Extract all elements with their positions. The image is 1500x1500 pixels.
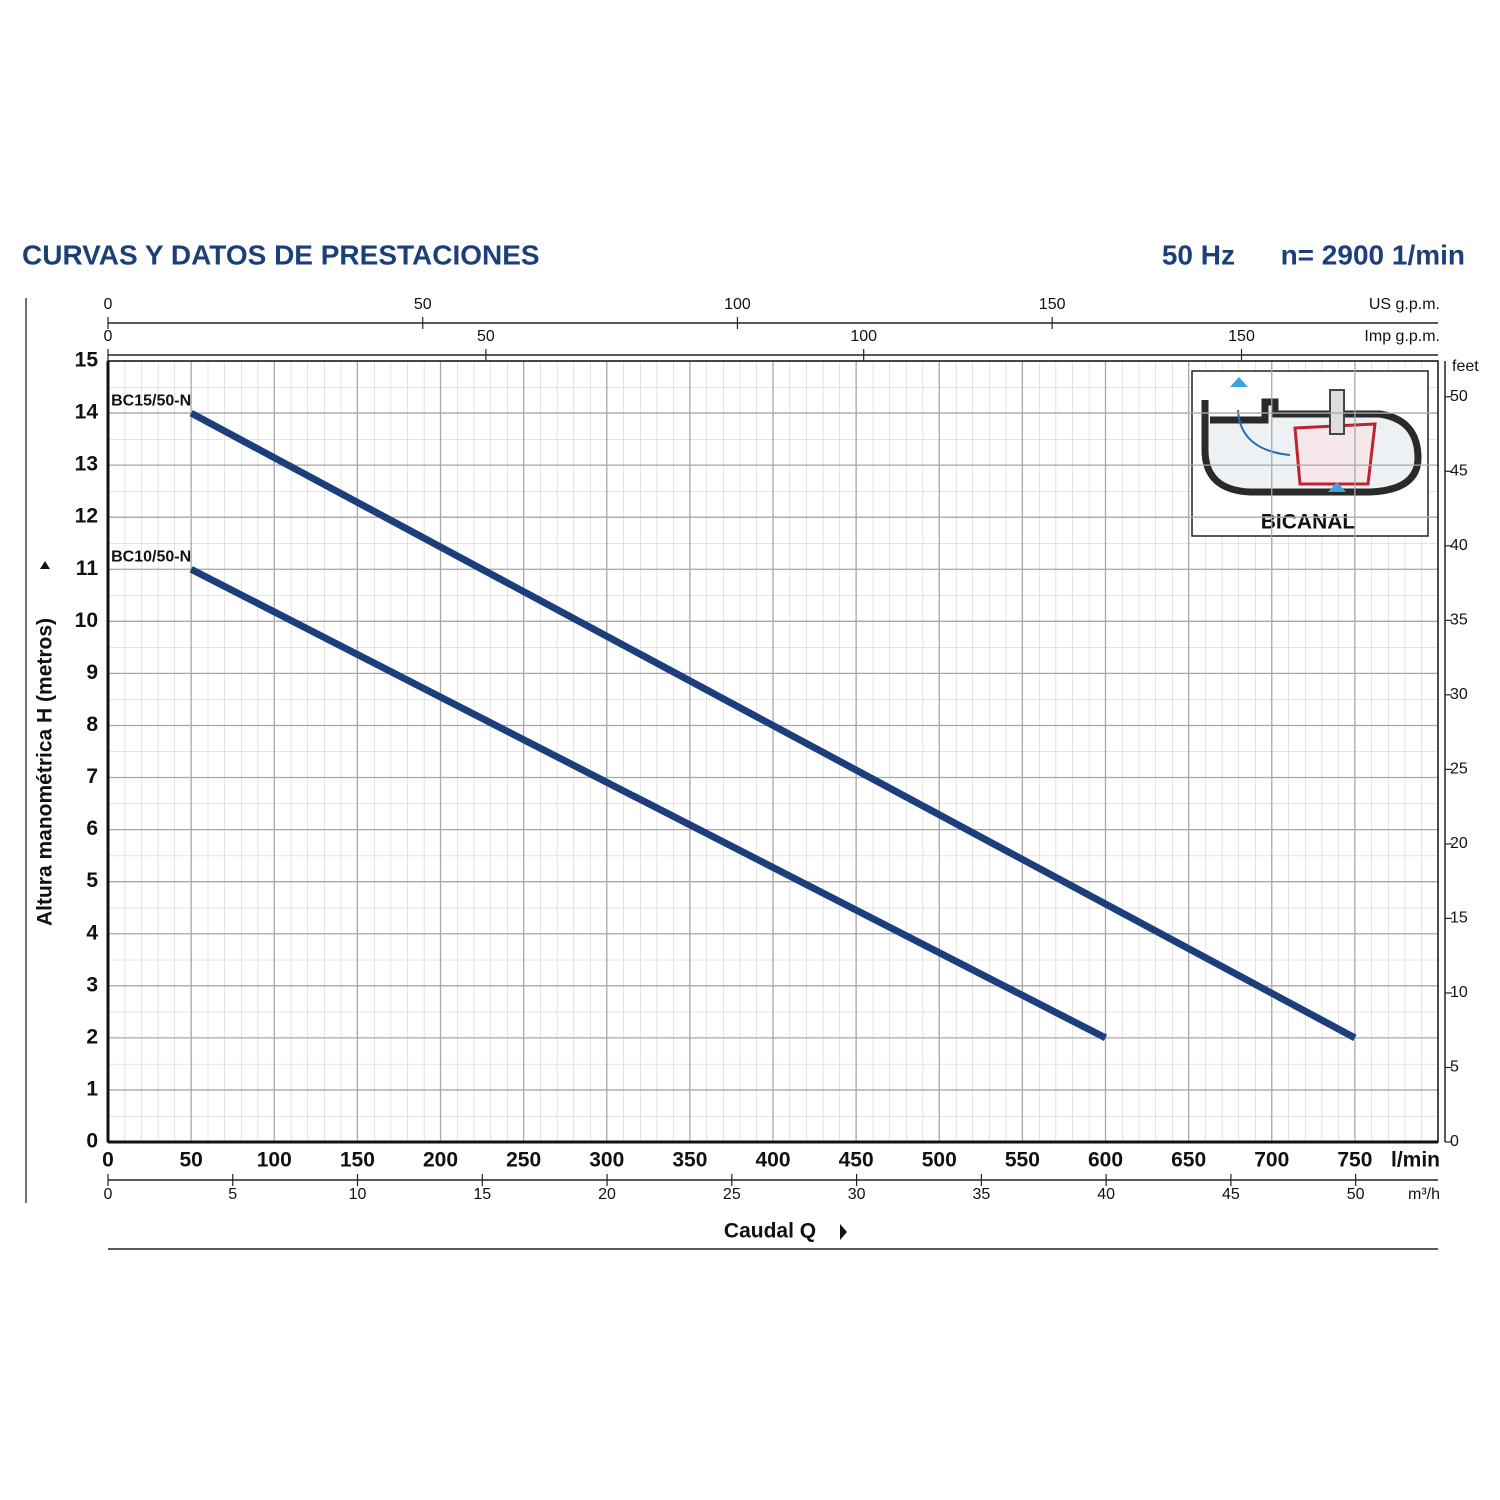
inset: BICANAL	[1191, 370, 1429, 537]
x-tick-label: 450	[839, 1149, 874, 1172]
frequency: 50 Hz	[1162, 239, 1235, 270]
y-tick-label: 1	[86, 1077, 98, 1100]
series-line	[189, 566, 1108, 1041]
x-tick-label: 350	[672, 1149, 707, 1172]
secondary-tick-label: 15	[1450, 910, 1468, 927]
secondary-tick-label: 10	[1450, 984, 1468, 1001]
y-tick-label: 10	[75, 609, 98, 632]
secondary-tick-label: 50	[1347, 1186, 1365, 1203]
x-tick-label: 400	[755, 1149, 790, 1172]
inset-arrow	[1230, 377, 1248, 387]
secondary-tick-label: 0	[1450, 1133, 1459, 1150]
secondary-tick-label: 150	[1228, 328, 1255, 345]
x-tick-label: 500	[922, 1149, 957, 1172]
inset-arrow	[1328, 482, 1346, 492]
y-tick-label: 14	[75, 401, 99, 424]
x-tick-label: 300	[589, 1149, 624, 1172]
x-unit: l/min	[1391, 1149, 1440, 1172]
secondary-tick-label: 0	[104, 1186, 113, 1203]
x-tick-label: 50	[179, 1149, 202, 1172]
secondary-tick-label: 35	[972, 1186, 990, 1203]
secondary-tick-label: 40	[1097, 1186, 1115, 1203]
y-tick-label: 2	[86, 1025, 98, 1048]
chart-title: CURVAS Y DATOS DE PRESTACIONES	[22, 239, 540, 270]
series-label: BC10/50-N	[111, 548, 191, 565]
secondary-tick-label: 40	[1450, 537, 1468, 554]
x-tick-label: 600	[1088, 1149, 1123, 1172]
x-tick-label: 250	[506, 1149, 541, 1172]
y-tick-label: 8	[86, 713, 98, 736]
secondary-tick-label: 0	[104, 328, 113, 345]
secondary-tick-label: 20	[1450, 835, 1468, 852]
axis-arrow	[40, 561, 50, 569]
y-tick-label: 5	[86, 869, 98, 892]
secondary-unit: feet	[1452, 358, 1479, 375]
secondary-unit: US g.p.m.	[1369, 296, 1440, 313]
y-axis-label: Altura manométrica H (metros)	[34, 618, 57, 926]
secondary-tick-label: 10	[349, 1186, 367, 1203]
secondary-tick-label: 5	[1450, 1059, 1459, 1076]
y-tick-label: 12	[75, 505, 98, 528]
series-label: BC15/50-N	[111, 392, 191, 409]
secondary-tick-label: 0	[104, 296, 113, 313]
secondary-tick-label: 25	[1450, 761, 1468, 778]
series-line	[189, 409, 1357, 1041]
y-tick-label: 13	[75, 453, 98, 476]
secondary-tick-label: 45	[1222, 1186, 1240, 1203]
x-tick-label: 700	[1254, 1149, 1289, 1172]
x-tick-label: 650	[1171, 1149, 1206, 1172]
secondary-tick-label: 5	[228, 1186, 237, 1203]
y-tick-label: 4	[86, 921, 98, 944]
secondary-tick-label: 100	[850, 328, 877, 345]
secondary-tick-label: 35	[1450, 612, 1468, 629]
x-tick-label: 150	[340, 1149, 375, 1172]
x-axis-label: Caudal Q	[724, 1220, 816, 1243]
x-tick-label: 750	[1337, 1149, 1372, 1172]
y-tick-label: 3	[86, 973, 98, 996]
y-tick-label: 11	[76, 557, 99, 580]
secondary-tick-label: 150	[1039, 296, 1066, 313]
y-tick-label: 15	[75, 349, 99, 372]
secondary-tick-label: 45	[1450, 463, 1468, 480]
secondary-tick-label: 20	[598, 1186, 616, 1203]
secondary-tick-label: 25	[723, 1186, 741, 1203]
secondary-unit: m³/h	[1408, 1186, 1440, 1203]
inset-label: BICANAL	[1261, 511, 1356, 534]
x-tick-label: 0	[102, 1149, 114, 1172]
secondary-unit: Imp g.p.m.	[1364, 328, 1440, 345]
inset-shaft	[1329, 389, 1345, 435]
speed: n= 2900 1/min	[1281, 239, 1465, 270]
secondary-tick-label: 30	[848, 1186, 866, 1203]
y-tick-label: 7	[86, 765, 98, 788]
secondary-tick-label: 50	[414, 296, 432, 313]
y-tick-label: 6	[86, 817, 98, 840]
secondary-tick-label: 15	[473, 1186, 491, 1203]
x-tick-label: 550	[1005, 1149, 1040, 1172]
x-tick-label: 100	[257, 1149, 292, 1172]
y-tick-label: 0	[86, 1130, 98, 1153]
inset-flow	[1237, 409, 1291, 456]
secondary-tick-label: 30	[1450, 686, 1468, 703]
secondary-tick-label: 100	[724, 296, 751, 313]
x-tick-label: 200	[423, 1149, 458, 1172]
secondary-tick-label: 50	[1450, 388, 1468, 405]
axis-arrow	[840, 1224, 847, 1240]
y-tick-label: 9	[86, 661, 98, 684]
secondary-tick-label: 50	[477, 328, 495, 345]
